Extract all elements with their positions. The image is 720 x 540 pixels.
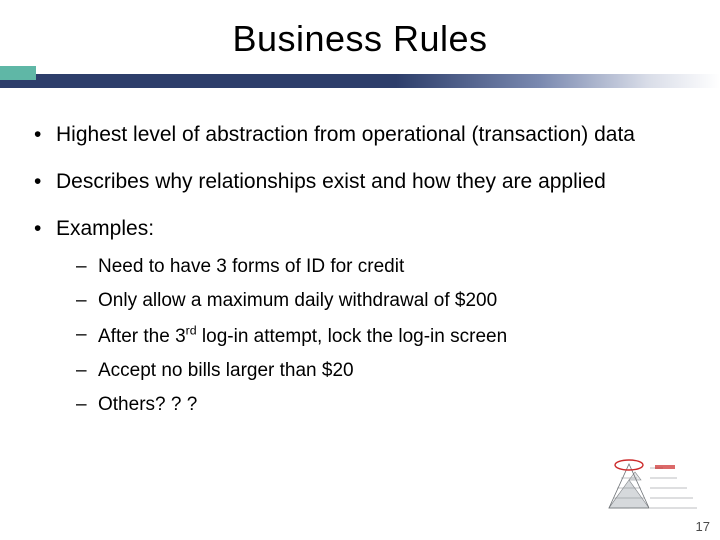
- content-area: Highest level of abstraction from operat…: [0, 94, 720, 418]
- sub-text: Others? ? ?: [98, 394, 197, 415]
- accent-navy-bar: [0, 74, 720, 88]
- sub-text: After the 3rd log-in attempt, lock the l…: [98, 326, 507, 347]
- accent-teal-block: [0, 66, 36, 80]
- sub-list: Need to have 3 forms of ID for credit On…: [72, 255, 692, 418]
- pyramid-icon: [605, 456, 700, 518]
- sub-item: Accept no bills larger than $20: [72, 359, 692, 383]
- sub-text: Only allow a maximum daily withdrawal of…: [98, 290, 497, 311]
- slide: Business Rules Highest level of abstract…: [0, 0, 720, 540]
- sub-item: Need to have 3 forms of ID for credit: [72, 255, 692, 279]
- pyramid-thumbnail: [605, 456, 700, 518]
- title-area: Business Rules: [0, 0, 720, 60]
- bullet-text: Describes why relationships exist and ho…: [56, 170, 606, 193]
- slide-title: Business Rules: [0, 18, 720, 60]
- bullet-item: Examples: Need to have 3 forms of ID for…: [28, 216, 692, 418]
- bullet-item: Highest level of abstraction from operat…: [28, 122, 692, 149]
- bullet-text: Highest level of abstraction from operat…: [56, 123, 635, 146]
- sub-text: Accept no bills larger than $20: [98, 360, 354, 381]
- bullet-list: Highest level of abstraction from operat…: [28, 122, 692, 418]
- bullet-item: Describes why relationships exist and ho…: [28, 169, 692, 196]
- sub-item: Only allow a maximum daily withdrawal of…: [72, 289, 692, 313]
- bullet-text: Examples:: [56, 217, 154, 240]
- accent-bar: [0, 64, 720, 94]
- sub-text: Need to have 3 forms of ID for credit: [98, 256, 404, 277]
- page-number: 17: [696, 519, 710, 534]
- sub-item: Others? ? ?: [72, 393, 692, 417]
- sub-item: After the 3rd log-in attempt, lock the l…: [72, 323, 692, 349]
